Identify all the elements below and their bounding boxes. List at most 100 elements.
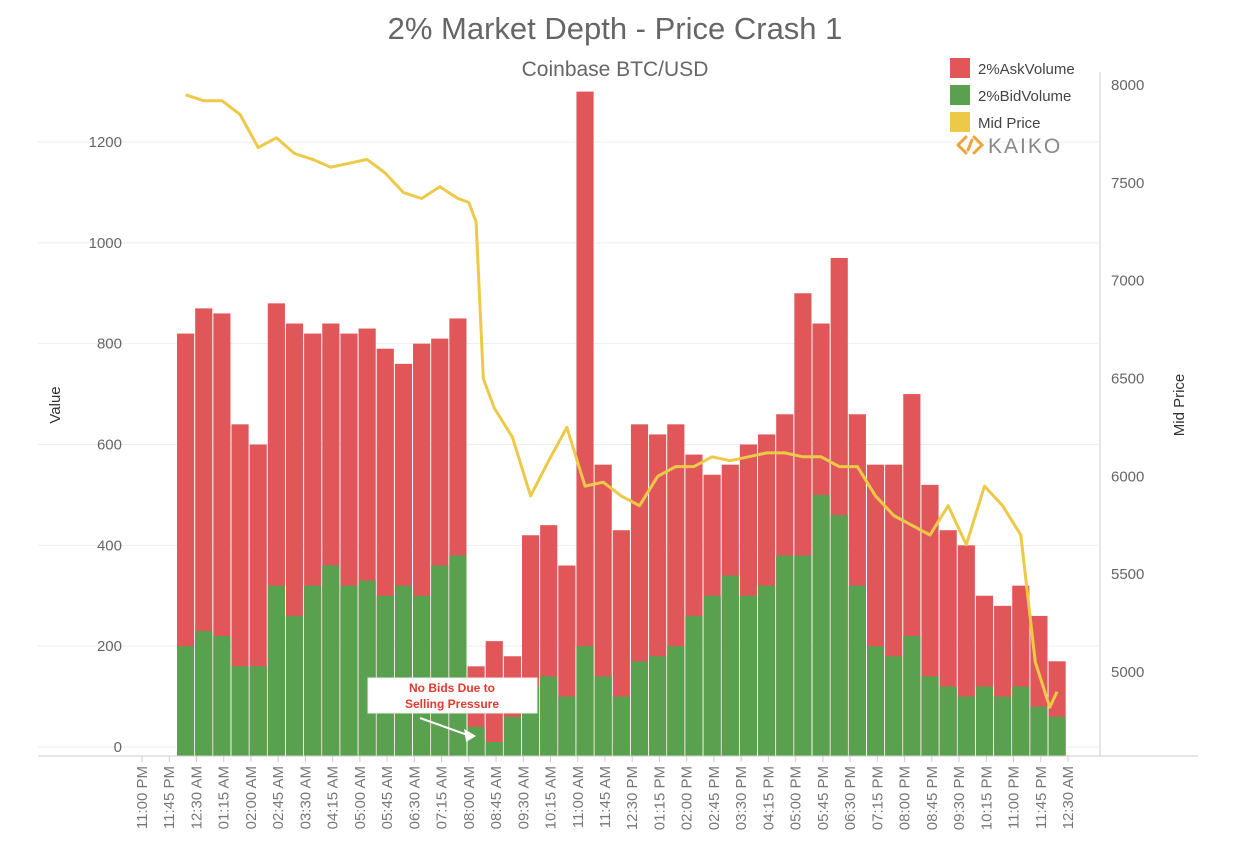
annotation-arrow <box>419 717 471 737</box>
y2-tick-label: 7500 <box>1111 175 1144 192</box>
bid-volume-bar <box>685 615 703 756</box>
bid-volume-bar <box>285 615 304 756</box>
bid-volume-bar <box>649 656 667 756</box>
bid-volume-bar <box>1048 716 1066 756</box>
bid-volume-bar <box>594 676 612 756</box>
x-tick-label: 05:00 AM <box>352 766 369 829</box>
y-axis-ticks: 0 200 400 600 800 1000 1200 <box>89 134 122 756</box>
legend: 2%AskVolume 2%BidVolume Mid Price <box>950 58 1075 132</box>
legend-label-bid: 2%BidVolume <box>978 88 1071 105</box>
bid-volume-bar <box>413 595 431 756</box>
annotation-text-line2: Selling Pressure <box>405 697 499 711</box>
x-tick-label: 11:00 PM <box>134 766 151 829</box>
x-tick-label: 02:45 PM <box>706 766 723 830</box>
x-tick-label: 11:00 PM <box>1006 766 1023 829</box>
bid-volume-bar <box>812 494 830 756</box>
x-tick-label: 12:30 AM <box>188 766 205 829</box>
y-tick-label: 0 <box>114 739 122 756</box>
bid-volume-bar <box>739 595 758 756</box>
annotation-arrowhead <box>464 728 477 742</box>
bid-volume-bar <box>975 686 994 756</box>
bid-volume-bar <box>703 595 721 756</box>
x-tick-label: 04:15 AM <box>325 766 342 829</box>
bid-volume-bar <box>1012 686 1030 756</box>
bid-volume-bar <box>1030 706 1048 756</box>
bid-volume-bar <box>794 555 812 756</box>
annotation: No Bids Due to Selling Pressure <box>367 677 538 742</box>
bid-volume-bar <box>866 646 885 756</box>
legend-swatch-mid <box>950 112 970 132</box>
bid-volume-bar <box>830 515 848 756</box>
y-tick-label: 1200 <box>89 134 122 151</box>
y2-axis-label: Mid Price <box>1171 374 1188 437</box>
bid-volume-bar <box>195 631 213 756</box>
y2-axis-ticks: 5000 5500 6000 6500 7000 7500 8000 <box>1111 77 1144 681</box>
x-tick-label: 09:30 PM <box>951 766 968 830</box>
x-tick-label: 02:00 PM <box>679 766 696 830</box>
legend-swatch-ask <box>950 58 970 78</box>
x-tick-label: 07:15 AM <box>434 766 451 829</box>
y-tick-label: 400 <box>97 537 122 554</box>
bid-volume-bar <box>213 636 231 756</box>
x-tick-label: 08:00 AM <box>461 766 478 829</box>
y2-tick-label: 5500 <box>1111 566 1144 583</box>
bid-volume-bar <box>903 636 921 756</box>
bid-volume-bar <box>921 676 939 756</box>
x-tick-label: 02:45 AM <box>270 766 287 829</box>
x-tick-label: 11:00 AM <box>570 766 587 828</box>
x-tick-label: 03:30 PM <box>733 766 750 830</box>
x-tick-label: 01:15 PM <box>651 766 668 830</box>
x-tick-label: 12:30 AM <box>1060 766 1077 829</box>
y-tick-label: 1000 <box>89 235 122 252</box>
x-tick-label: 06:30 PM <box>842 766 859 830</box>
kaiko-logo: KAIKO <box>956 135 1062 158</box>
x-tick-label: 08:45 AM <box>488 766 505 829</box>
bid-volume-bar <box>576 646 594 756</box>
y2-tick-label: 5000 <box>1111 664 1144 681</box>
legend-swatch-bid <box>950 85 970 105</box>
chart-subtitle: Coinbase BTC/USD <box>522 58 709 81</box>
x-tick-label: 08:00 PM <box>897 766 914 830</box>
ask-volume-bar <box>576 91 594 757</box>
x-tick-label: 05:00 PM <box>788 766 805 830</box>
bid-volume-bar <box>612 696 630 756</box>
bid-volume-bar <box>540 676 558 756</box>
x-tick-label: 04:15 PM <box>760 766 777 830</box>
x-tick-label: 08:45 PM <box>924 766 941 830</box>
chart-title: 2% Market Depth - Price Crash 1 <box>388 11 843 46</box>
bid-volume-bar <box>503 716 521 756</box>
x-tick-label: 11:45 PM <box>1033 766 1050 829</box>
y-tick-label: 600 <box>97 437 122 454</box>
bid-volume-bar <box>776 555 794 756</box>
bid-volume-bar <box>449 555 467 756</box>
bid-volume-bar <box>267 585 285 756</box>
bid-volume-bar <box>994 696 1012 756</box>
bid-volume-bar <box>721 575 739 756</box>
y-axis-label: Value <box>47 386 64 423</box>
x-tick-label: 05:45 AM <box>379 766 396 829</box>
bid-volume-bar <box>885 656 903 756</box>
kaiko-logo-text: KAIKO <box>988 135 1062 158</box>
annotation-box <box>367 677 538 714</box>
y2-tick-label: 8000 <box>1111 77 1144 94</box>
x-tick-label: 05:45 PM <box>815 766 832 830</box>
bid-volume-bar <box>630 661 649 756</box>
bid-volume-bar <box>231 666 249 756</box>
annotation-text-line1: No Bids Due to <box>409 681 495 695</box>
bid-volume-bar <box>558 696 576 756</box>
bid-volume-bar <box>485 741 503 756</box>
bid-volume-bar <box>358 580 376 756</box>
bid-volume-bar <box>176 646 195 756</box>
y2-tick-label: 6000 <box>1111 468 1144 485</box>
bid-volume-bar <box>939 686 957 756</box>
x-tick-label: 11:45 PM <box>161 766 178 829</box>
bid-volume-bar <box>758 585 776 756</box>
bid-volume-bar <box>340 585 358 756</box>
bid-volume-bar <box>848 585 866 756</box>
y2-tick-label: 6500 <box>1111 371 1144 388</box>
x-tick-label: 10:15 AM <box>543 766 560 829</box>
x-axis-ticks: 11:00 PM 11:45 PM 12:30 AM 01:15 AM 02:00 AM… <box>134 756 1077 830</box>
bid-volume-bar <box>667 646 685 756</box>
legend-label-ask: 2%AskVolume <box>978 61 1075 78</box>
